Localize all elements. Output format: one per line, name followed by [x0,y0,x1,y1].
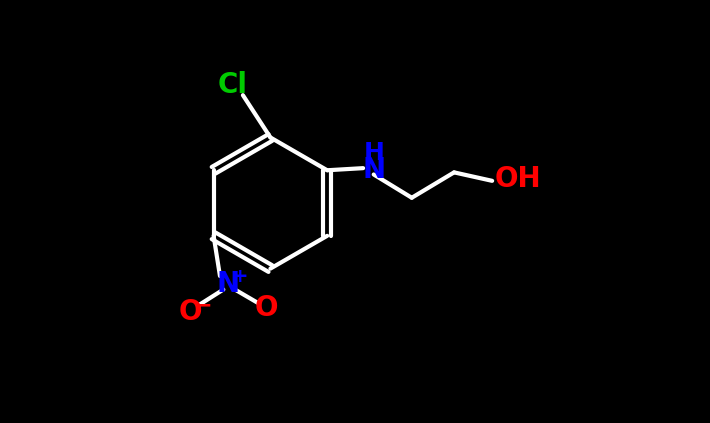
Text: +: + [232,267,248,286]
Text: −: − [194,296,212,316]
Text: H: H [364,141,384,165]
Text: OH: OH [494,165,541,193]
Text: O: O [255,294,278,322]
Text: N: N [362,156,386,184]
Text: O: O [179,298,202,326]
Text: N: N [217,270,240,299]
Text: Cl: Cl [217,71,247,99]
